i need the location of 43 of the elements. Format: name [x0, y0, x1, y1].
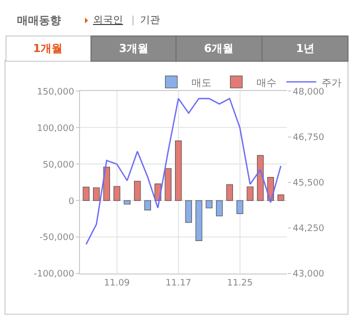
- line-series: [86, 98, 282, 245]
- text: 1개월: [33, 42, 63, 55]
- bar: [256, 155, 264, 201]
- bar: [196, 200, 202, 241]
- bar: [93, 187, 100, 201]
- y-tick-label: 0: [68, 196, 74, 207]
- text: 외국인: [93, 15, 123, 26]
- bar: [114, 186, 120, 201]
- y2-tick-label: 48,000: [292, 87, 325, 98]
- legend-label: 매도: [191, 78, 212, 89]
- bar: [185, 200, 192, 223]
- y-tick-label: -50,000: [39, 233, 74, 244]
- y2-tick-label: 43,000: [292, 270, 325, 280]
- bar: [124, 200, 131, 205]
- legend-label: 매수: [256, 78, 276, 89]
- x-tick-label: 11.17: [165, 278, 192, 288]
- chart-title: 매매동향: [17, 14, 61, 27]
- x-tick-label: 11.25: [226, 278, 253, 288]
- bar: [103, 166, 110, 201]
- bar: [226, 184, 233, 201]
- y-tick-label: 100,000: [36, 124, 74, 134]
- bar: [134, 180, 141, 201]
- bar: [246, 186, 254, 201]
- bar: [206, 200, 212, 208]
- bar: [82, 186, 90, 201]
- y-tick-label: 150,000: [36, 87, 74, 98]
- legend-label: 주가: [321, 78, 342, 89]
- bar: [216, 200, 223, 216]
- y2-tick-label: 46,750: [292, 132, 325, 143]
- bar: [175, 140, 182, 201]
- y-tick-label: -100,000: [34, 270, 74, 280]
- x-tick-label: 11.09: [104, 278, 130, 288]
- text: 기관: [140, 15, 160, 26]
- y2-tick-label: 44,250: [292, 224, 325, 234]
- bar: [236, 200, 244, 214]
- bar: [144, 200, 152, 210]
- text: 6개월: [204, 42, 234, 55]
- y-tick-label: 50,000: [42, 160, 74, 170]
- text: 1년: [296, 42, 315, 55]
- y2-tick-label: 45,500: [292, 178, 325, 189]
- bar: [164, 168, 172, 201]
- bar: [277, 194, 284, 201]
- text: 3개월: [119, 42, 149, 55]
